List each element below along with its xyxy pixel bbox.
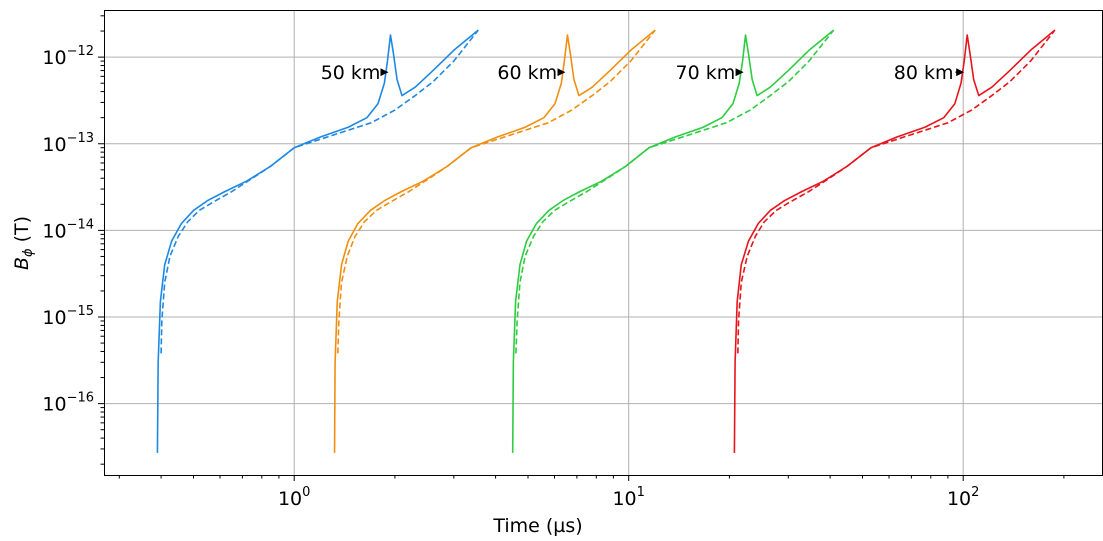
y-tick-base: 10 xyxy=(42,220,66,242)
y-axis-symbol: B xyxy=(11,257,33,270)
y-tick-base: 10 xyxy=(42,134,66,156)
x-tick-base: 10 xyxy=(612,488,636,510)
y-tick-exponent: −15 xyxy=(67,304,94,319)
x-tick-base: 10 xyxy=(947,488,971,510)
x-tick-exponent: 0 xyxy=(302,485,310,500)
y-tick-base: 10 xyxy=(42,307,66,329)
series-solid-line-2 xyxy=(333,29,656,453)
y-tick-exponent: −16 xyxy=(67,391,94,406)
y-axis-unit: (T) xyxy=(11,216,33,248)
x-axis-title: Time (µs) xyxy=(492,515,582,537)
y-tick-base: 10 xyxy=(42,47,66,69)
y-tick-label: 10−12 xyxy=(42,44,94,69)
grid-lines xyxy=(104,10,1102,475)
y-axis-title: Bϕ (T) xyxy=(11,216,36,270)
x-tick-base: 10 xyxy=(278,488,302,510)
y-tick-exponent: −12 xyxy=(67,44,94,59)
series-solid-line-4 xyxy=(733,29,1056,453)
annotation-label: 70 km xyxy=(675,62,735,84)
y-tick-label: 10−13 xyxy=(42,131,94,156)
y-tick-exponent: −14 xyxy=(67,217,94,232)
y-tick-label: 10−14 xyxy=(42,217,94,242)
series-dashed-line-1 xyxy=(160,29,479,354)
y-axis-symbol-subscript: ϕ xyxy=(21,248,36,257)
series-solid-line-3 xyxy=(511,29,835,453)
x-tick-label: 102 xyxy=(947,485,979,510)
annotation-label: 50 km xyxy=(321,62,381,84)
y-tick-base: 10 xyxy=(42,394,66,416)
x-tick-exponent: 1 xyxy=(637,485,645,500)
series-lines xyxy=(156,29,1056,453)
y-tick-label: 10−15 xyxy=(42,304,94,329)
annotations: 50 km 60 km 70 km 80 km xyxy=(321,62,965,84)
annotation-label: 60 km xyxy=(497,62,557,84)
annotation-label: 80 km xyxy=(894,62,954,84)
x-tick-label: 100 xyxy=(278,485,310,510)
series-dashed-line-3 xyxy=(515,29,835,354)
y-tick-label: 10−16 xyxy=(42,391,94,416)
x-tick-exponent: 2 xyxy=(971,485,979,500)
y-tick-exponent: −13 xyxy=(67,131,94,146)
x-tick-label: 101 xyxy=(612,485,644,510)
series-dashed-line-2 xyxy=(337,29,656,354)
series-dashed-line-4 xyxy=(737,29,1056,354)
series-solid-line-1 xyxy=(156,29,479,453)
